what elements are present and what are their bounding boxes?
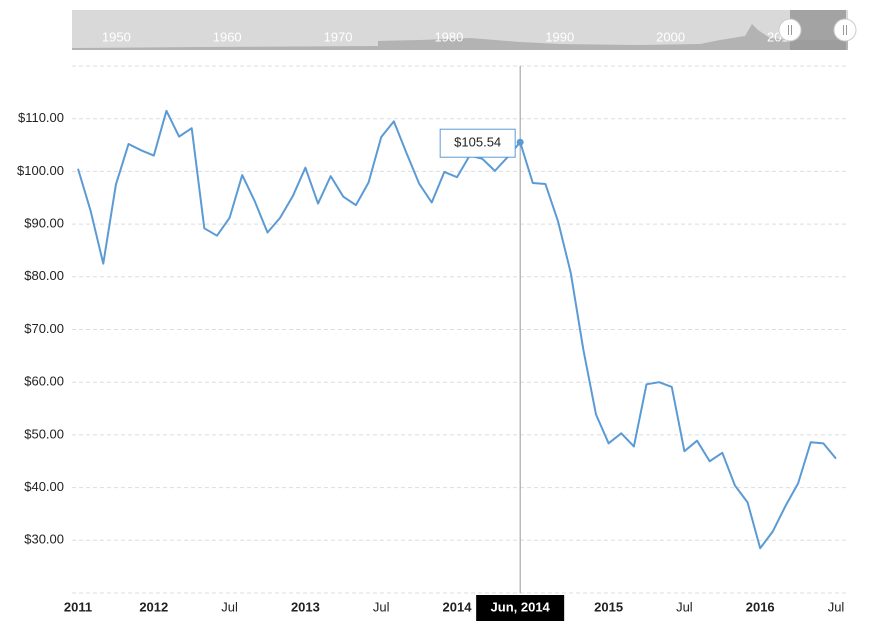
navigator[interactable]: 1950196019701980199020002010 <box>72 10 857 50</box>
hover-point <box>516 138 524 146</box>
y-tick-label: $90.00 <box>24 216 64 231</box>
x-tick-label: 2014 <box>443 599 473 614</box>
navigator-area <box>72 24 848 50</box>
y-tick-label: $110.00 <box>18 110 64 125</box>
line <box>77 109 837 550</box>
tooltip-label: $105.54 <box>454 135 501 150</box>
x-tick-label: 2013 <box>291 599 320 614</box>
x-tick-label: 2012 <box>139 599 168 614</box>
navigator-handle[interactable] <box>778 18 802 42</box>
y-tick-label: $60.00 <box>24 374 64 389</box>
y-tick-label: $30.00 <box>24 532 64 547</box>
navigator-tick-label: 2000 <box>656 29 685 44</box>
x-tick-label: 2016 <box>746 599 775 614</box>
navigator-tick-label: 1980 <box>434 29 463 44</box>
navigator-tick-label: 1950 <box>102 29 131 44</box>
y-tick-label: $70.00 <box>24 321 64 336</box>
x-tick-label: Jul <box>676 599 693 614</box>
y-tick-label: $50.00 <box>24 426 64 441</box>
y-tick-label: $100.00 <box>17 163 64 178</box>
navigator-tick-label: 1990 <box>545 29 574 44</box>
x-tick-label: Jul <box>221 599 238 614</box>
navigator-tick-label: 1970 <box>324 29 353 44</box>
crosshair-label: Jun, 2014 <box>491 599 551 614</box>
navigator-handle[interactable] <box>833 18 857 42</box>
navigator-tick-label: 1960 <box>213 29 242 44</box>
crosshair-label-box <box>476 595 565 621</box>
x-tick-label: 2015 <box>594 599 623 614</box>
tooltip-box <box>439 128 516 158</box>
y-tick-label: $80.00 <box>24 268 64 283</box>
x-tick-label: Jul <box>828 599 845 614</box>
y-tick-label: $40.00 <box>24 479 64 494</box>
x-tick-label: 2011 <box>64 599 92 614</box>
tooltip: $105.54 <box>439 128 516 158</box>
x-tick-label: Jul <box>373 599 390 614</box>
